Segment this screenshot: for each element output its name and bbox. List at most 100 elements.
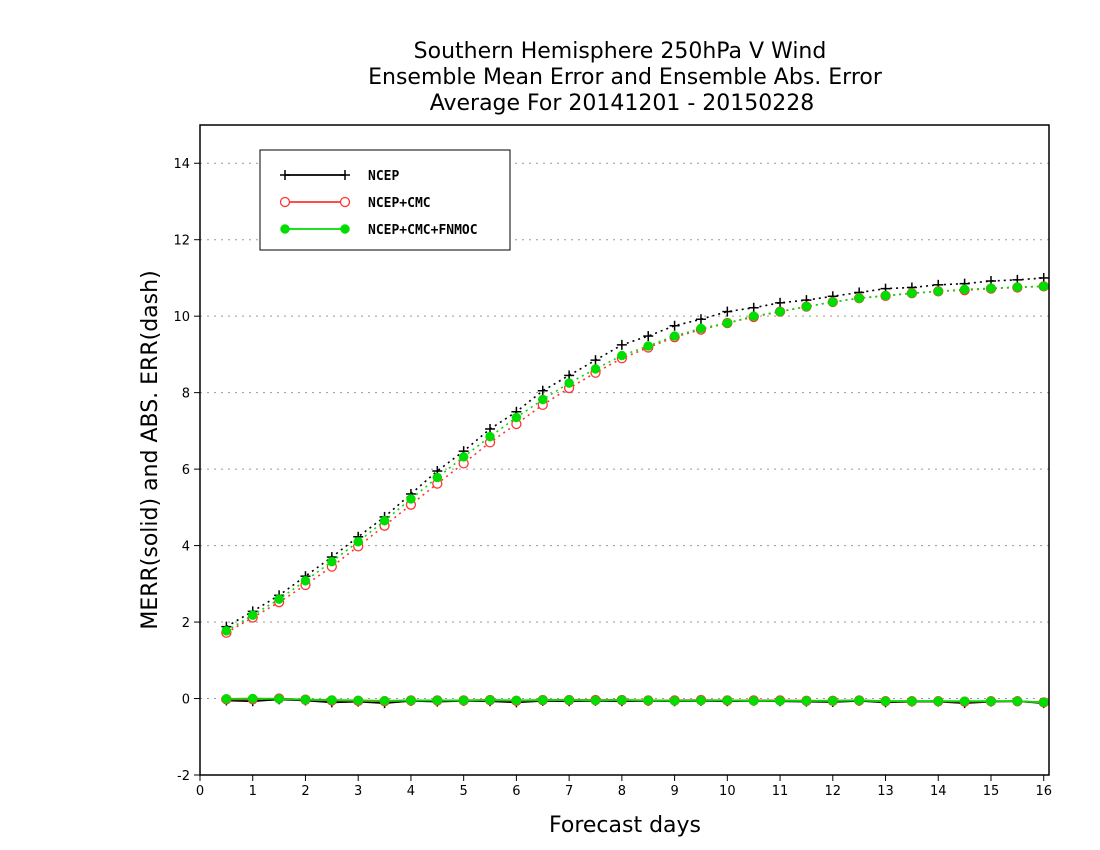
mean-error-point (669, 696, 680, 706)
abs-error-line (225, 285, 1044, 634)
abs-error-point (511, 412, 522, 423)
mean-error-point (1012, 696, 1023, 706)
abs-error-point (379, 515, 390, 526)
abs-error-line (225, 277, 1044, 628)
abs-error-point (617, 350, 627, 361)
x-tick-label: 5 (460, 784, 468, 799)
mean-error-point (327, 695, 337, 705)
abs-error-point (748, 302, 759, 313)
abs-error-point (590, 355, 601, 366)
abs-error-point (669, 320, 680, 331)
mean-error-point (590, 695, 601, 706)
abs-error-point (432, 472, 443, 483)
legend-marker-left (279, 196, 291, 208)
mean-error-point (722, 695, 733, 706)
mean-error-point (247, 693, 258, 704)
abs-error-point (564, 378, 574, 388)
x-tick-label: 7 (565, 784, 573, 799)
mean-error-point (617, 695, 627, 705)
x-tick-label: 2 (301, 784, 309, 799)
abs-error-point (854, 293, 864, 303)
legend-marker-left (280, 170, 290, 180)
mean-error-point (643, 695, 653, 706)
abs-error-point (959, 284, 970, 295)
x-tick-label: 14 (930, 784, 947, 799)
legend-entry: NCEP+CMC+FNMOC (280, 223, 478, 238)
chart-title-line-1: Southern Hemisphere 250hPa V Wind (414, 39, 827, 64)
y-tick-label: 2 (182, 616, 190, 631)
mean-error-point (485, 695, 495, 705)
series-ncep (221, 272, 1049, 709)
legend-box (259, 149, 511, 251)
abs-error-point (247, 610, 258, 620)
legend-label: NCEP (368, 169, 399, 184)
x-tick-label: 8 (618, 784, 626, 799)
mean-error-point (907, 696, 917, 706)
abs-error-point (643, 341, 653, 351)
mean-error-point (933, 696, 944, 706)
abs-error-point (748, 311, 759, 321)
abs-error-point (537, 385, 548, 396)
y-tick-label: 8 (182, 387, 190, 402)
abs-error-point (1038, 281, 1049, 292)
x-tick-label: 1 (249, 784, 257, 799)
x-axis-label: Forecast days (549, 813, 701, 838)
legend-marker-right (339, 196, 351, 208)
mean-error-point (828, 696, 838, 706)
abs-error-point (801, 301, 812, 312)
abs-error-point (327, 556, 337, 567)
abs-error-point (669, 331, 680, 341)
x-tick-label: 9 (670, 784, 678, 799)
series-layer (221, 272, 1049, 709)
abs-error-point (221, 626, 232, 636)
x-tick-label: 10 (719, 784, 736, 799)
abs-error-point (300, 576, 311, 586)
abs-error-point (696, 323, 706, 334)
mean-error-point (274, 694, 284, 704)
legend-entry: NCEP (280, 169, 399, 184)
y-tick-label: -2 (177, 769, 190, 784)
x-tick-label: 6 (512, 784, 520, 799)
abs-error-point (406, 494, 416, 504)
abs-error-point (485, 431, 495, 442)
gridlines (200, 162, 1049, 776)
chart-title: Southern Hemisphere 250hPa V Wind Ensemb… (368, 39, 883, 116)
abs-error-point (907, 288, 917, 298)
mean-error-point (221, 694, 232, 704)
mean-error-point (748, 696, 759, 706)
mean-error-point (353, 695, 363, 706)
abs-error-point (695, 314, 706, 325)
mean-error-point (300, 694, 311, 705)
chart-title-line-3: Average For 20141201 - 20150228 (430, 91, 815, 116)
abs-error-point (458, 452, 469, 462)
y-tick-label: 6 (182, 463, 190, 478)
mean-error-point (511, 695, 522, 706)
mean-error-point (379, 696, 390, 706)
legend-label: NCEP+CMC (368, 196, 431, 211)
abs-error-point (274, 594, 284, 604)
abs-error-point (643, 331, 654, 342)
mean-error-point (564, 695, 574, 705)
abs-error-line (225, 285, 1044, 632)
series-ncep-cmc-fnmoc (221, 281, 1049, 708)
abs-error-point (775, 297, 786, 308)
x-tick-label: 0 (196, 784, 204, 799)
abs-error-point (828, 297, 838, 307)
mean-error-point (406, 695, 416, 706)
x-tick-label: 4 (407, 784, 415, 799)
mean-error-point (432, 695, 443, 706)
y-tick-label: 10 (173, 310, 190, 325)
mean-error-point (775, 696, 785, 706)
abs-error-point (722, 306, 733, 317)
y-tick-label: 14 (173, 157, 190, 172)
mean-error-point (959, 696, 970, 706)
abs-error-point (722, 318, 733, 328)
x-tick-label: 15 (983, 784, 1000, 799)
mean-error-point (538, 695, 548, 705)
chart-title-line-2: Ensemble Mean Error and Ensemble Abs. Er… (368, 65, 883, 90)
y-axis-label: MERR(solid) and ABS. ERR(dash) (138, 270, 163, 629)
abs-error-point (880, 290, 891, 301)
mean-error-point (880, 696, 891, 706)
